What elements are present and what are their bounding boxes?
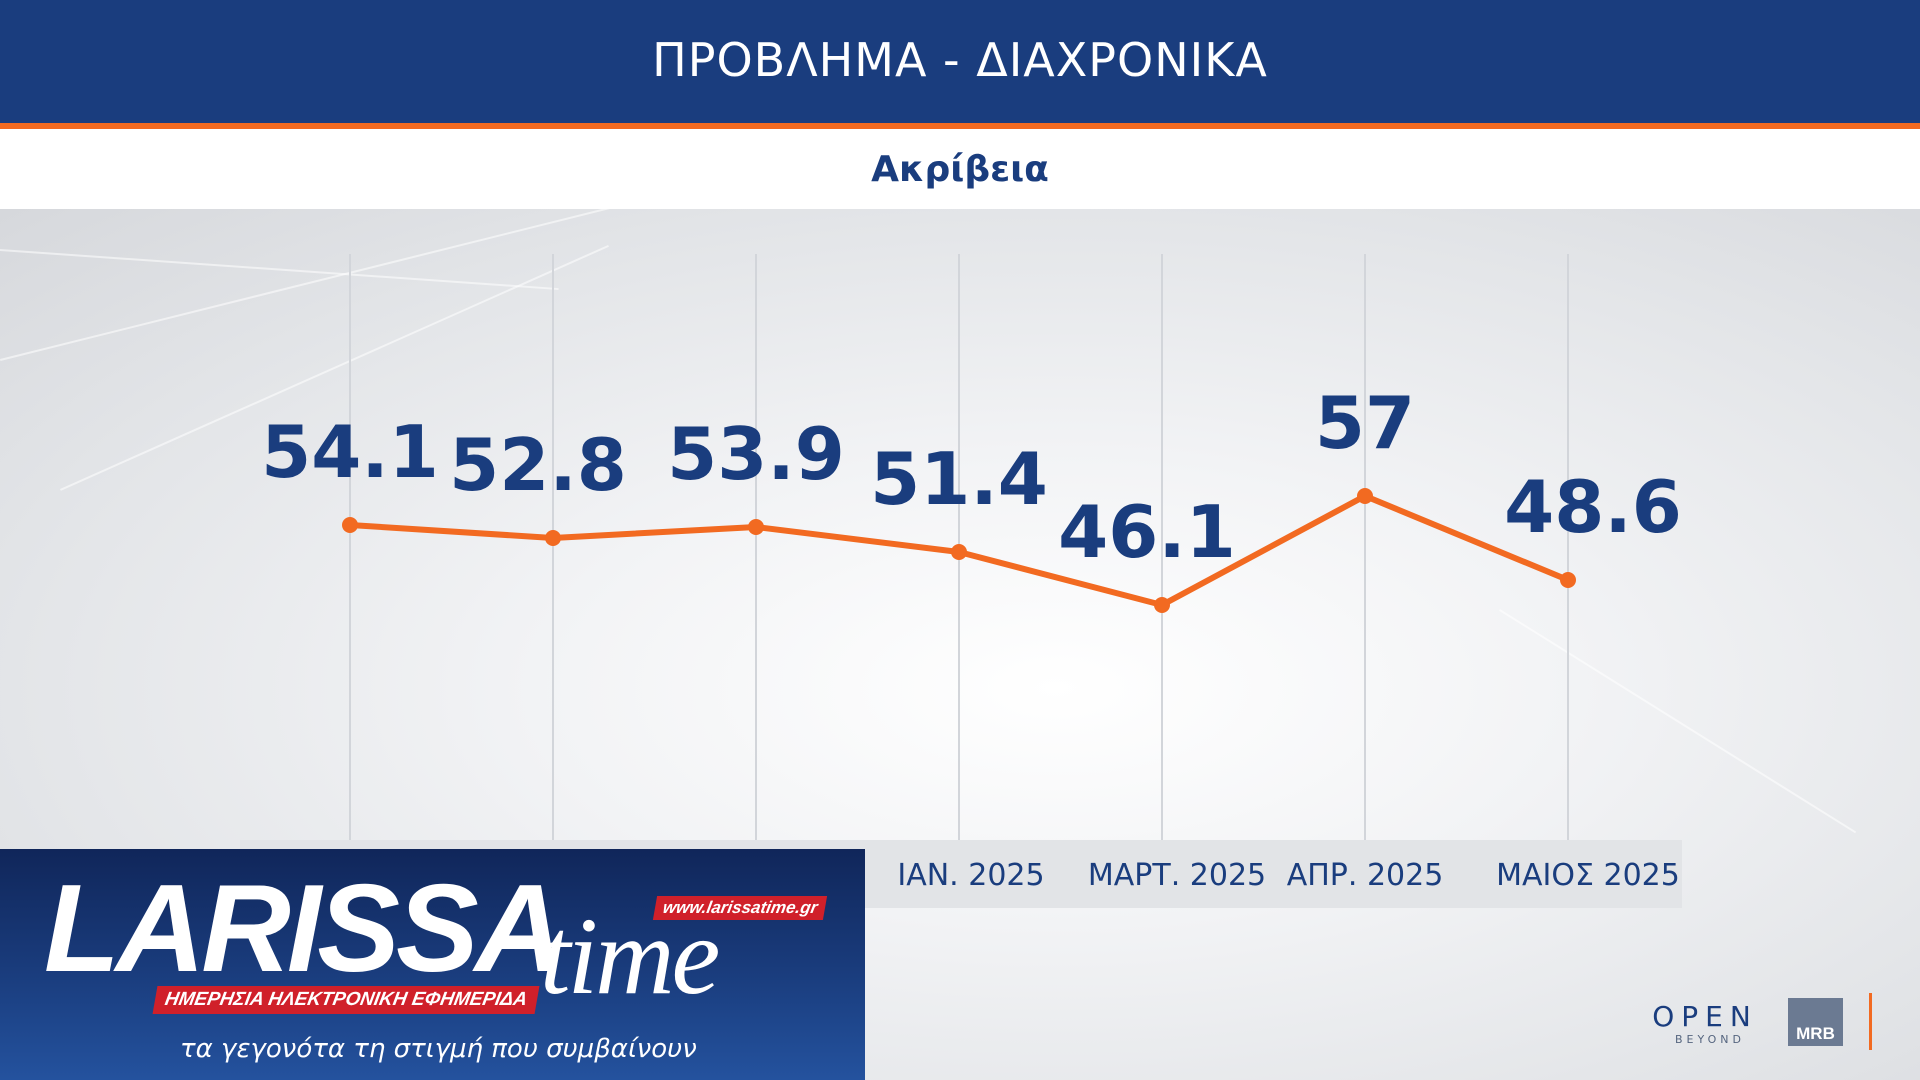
- data-label: 53.9: [667, 412, 845, 496]
- chart-subtitle: Ακρίβεια: [871, 148, 1049, 190]
- data-point: [748, 519, 764, 535]
- logo-url-badge: www.larissatime.gr: [652, 896, 828, 920]
- data-label: 52.8: [449, 423, 627, 507]
- x-tick-label: ΜΑΙΟΣ 2025: [1496, 858, 1680, 893]
- header-bar: ΠΡΟΒΛΗΜΑ - ΔΙΑΧΡΟΝΙΚΑ: [0, 0, 1920, 129]
- data-label: 57: [1315, 381, 1415, 465]
- data-point: [342, 517, 358, 533]
- larissatime-logo-box: LARISSA time www.larissatime.gr ΗΜΕΡΗΣΙΑ…: [0, 849, 865, 1080]
- data-point: [1357, 488, 1373, 504]
- data-label: 54.1: [261, 410, 439, 494]
- data-labels: 54.1 52.8 53.9 51.446.1 57 48.6: [261, 381, 1682, 574]
- x-tick-label: ΑΠΡ. 2025: [1286, 858, 1444, 893]
- x-tick-label: ΙΑΝ. 2025: [897, 858, 1045, 893]
- logo-slogan: τα γεγονότα τη στιγμή που συμβαίνουν: [180, 1034, 697, 1064]
- data-label: 46.1: [1058, 490, 1236, 574]
- logo-wordmark: LARISSA: [44, 860, 564, 998]
- subtitle-bar: Ακρίβεια: [0, 129, 1920, 209]
- brand-divider: [1869, 993, 1872, 1050]
- data-label: 51.4: [870, 437, 1048, 521]
- x-tick-label: ΜΑΡΤ. 2025: [1087, 858, 1267, 893]
- page-title: ΠΡΟΒΛΗΜΑ - ΔΙΑΧΡΟΝΙΚΑ: [652, 32, 1268, 87]
- data-label: 48.6: [1504, 465, 1682, 549]
- data-point: [545, 530, 561, 546]
- data-point: [951, 544, 967, 560]
- data-point: [1560, 572, 1576, 588]
- series-points: [342, 488, 1576, 613]
- mrb-logo: MRB: [1788, 998, 1843, 1046]
- open-logo: OPEN: [1652, 1000, 1758, 1033]
- open-beyond-text: BEYOND: [1675, 1033, 1745, 1046]
- data-point: [1154, 597, 1170, 613]
- logo-tagline-badge: ΗΜΕΡΗΣΙΑ ΗΛΕΚΤΡΟΝΙΚΗ ΕΦΗΜΕΡΙΔΑ: [152, 986, 540, 1014]
